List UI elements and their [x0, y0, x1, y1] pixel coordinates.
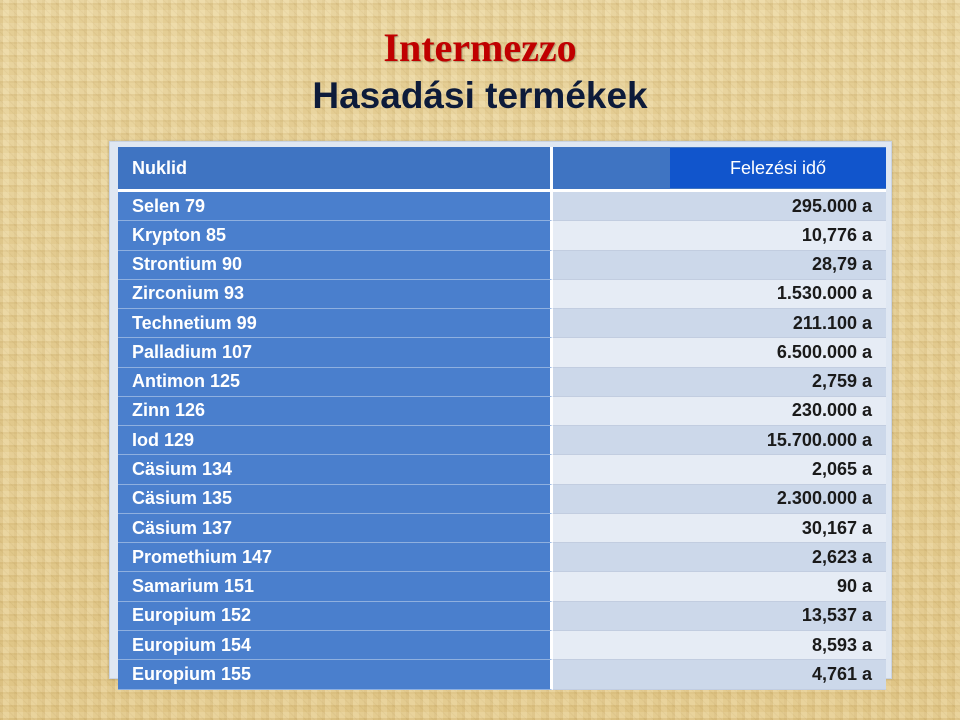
nuclide-cell: Cäsium 135	[118, 484, 553, 514]
table-row: Antimon 125 2,759 a	[118, 367, 886, 397]
halflife-cell: 2,759 a	[553, 367, 886, 397]
table-row: Technetium 99 211.100 a	[118, 309, 886, 339]
halflife-cell: 28,79 a	[553, 250, 886, 280]
halflife-cell: 2.300.000 a	[553, 484, 886, 514]
fission-products-table-frame: Nuklid Felezési idő Selen 79 295.000 a Kry…	[109, 141, 892, 690]
nuclide-cell: Europium 152	[118, 601, 553, 631]
halflife-cell: 295.000 a	[553, 192, 886, 222]
table-row: Cäsium 135 2.300.000 a	[118, 484, 886, 514]
header-nuclide: Nuklid	[118, 147, 553, 192]
nuclide-cell: Zirconium 93	[118, 279, 553, 310]
nuclide-cell: Antimon 125	[118, 367, 553, 397]
table-row: Zinn 126 230.000 a	[118, 396, 886, 427]
halflife-cell: 90 a	[553, 572, 886, 602]
halflife-cell: 15.700.000 a	[553, 426, 886, 456]
halflife-cell: 4,761 a	[553, 660, 886, 690]
halflife-cell: 8,593 a	[553, 630, 886, 661]
nuclide-cell: Zinn 126	[118, 396, 553, 427]
nuclide-cell: Krypton 85	[118, 221, 553, 251]
nuclide-cell: Cäsium 137	[118, 513, 553, 544]
header-halflife: Felezési idő	[670, 148, 886, 188]
nuclide-cell: Strontium 90	[118, 250, 553, 280]
table-row: Promethium 147 2,623 a	[118, 543, 886, 573]
halflife-cell: 30,167 a	[553, 513, 886, 544]
slide-subtitle: Hasadási termékek	[312, 75, 648, 116]
halflife-cell: 2,623 a	[553, 543, 886, 573]
halflife-cell: 6.500.000 a	[553, 338, 886, 368]
nuclide-cell: Iod 129	[118, 426, 553, 456]
halflife-cell: 211.100 a	[553, 309, 886, 339]
table-row: Europium 152 13,537 a	[118, 601, 886, 631]
nuclide-cell: Samarium 151	[118, 572, 553, 602]
table-header-row: Nuklid Felezési idő	[118, 147, 886, 192]
table-row: Cäsium 134 2,065 a	[118, 455, 886, 485]
table-row: Europium 155 4,761 a	[118, 660, 886, 690]
halflife-cell: 13,537 a	[553, 601, 886, 631]
halflife-cell: 10,776 a	[553, 221, 886, 251]
table-row: Europium 154 8,593 a	[118, 630, 886, 661]
fission-products-table: Nuklid Felezési idő Selen 79 295.000 a Kry…	[118, 147, 886, 690]
slide-title: Intermezzo	[383, 25, 577, 70]
halflife-cell: 1.530.000 a	[553, 279, 886, 310]
halflife-cell: 230.000 a	[553, 396, 886, 427]
halflife-cell: 2,065 a	[553, 455, 886, 485]
table-body: Selen 79 295.000 a Krypton 85 10,776 a Stron…	[118, 192, 886, 690]
nuclide-cell: Technetium 99	[118, 309, 553, 339]
table-row: Zirconium 93 1.530.000 a	[118, 279, 886, 310]
nuclide-cell: Selen 79	[118, 192, 553, 222]
nuclide-cell: Palladium 107	[118, 338, 553, 368]
nuclide-cell: Promethium 147	[118, 543, 553, 573]
table-row: Selen 79 295.000 a	[118, 192, 886, 222]
nuclide-cell: Europium 154	[118, 630, 553, 661]
nuclide-cell: Cäsium 134	[118, 455, 553, 485]
table-row: Krypton 85 10,776 a	[118, 221, 886, 251]
table-row: Iod 129 15.700.000 a	[118, 426, 886, 456]
header-halflife-cell: Felezési idő	[553, 147, 886, 192]
table-row: Palladium 107 6.500.000 a	[118, 338, 886, 368]
table-row: Cäsium 137 30,167 a	[118, 513, 886, 544]
nuclide-cell: Europium 155	[118, 660, 553, 690]
table-row: Samarium 151 90 a	[118, 572, 886, 602]
table-row: Strontium 90 28,79 a	[118, 250, 886, 280]
